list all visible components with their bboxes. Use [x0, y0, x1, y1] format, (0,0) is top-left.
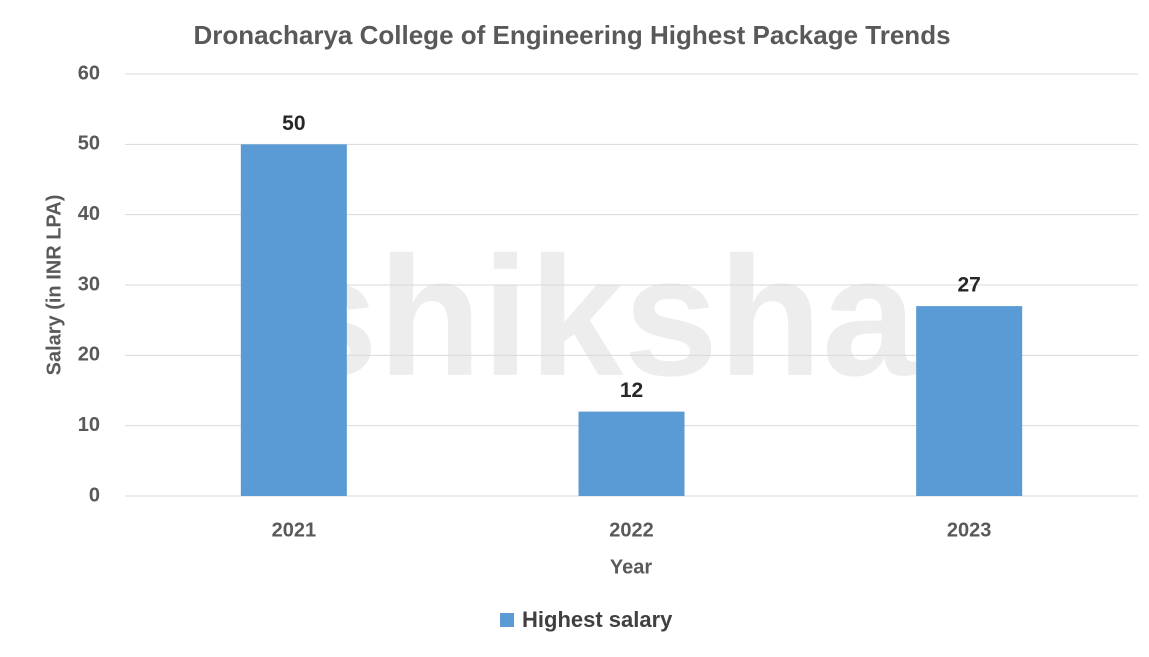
- x-axis-label: Year: [610, 556, 652, 578]
- chart-title: Dronacharya College of Engineering Highe…: [193, 20, 950, 50]
- bar: [578, 411, 685, 496]
- legend-label: Highest salary: [522, 607, 673, 632]
- watermark: shiksha: [283, 222, 918, 412]
- data-label: 27: [957, 274, 980, 297]
- x-tick-label: 2022: [609, 519, 654, 541]
- x-tick-label: 2023: [947, 519, 992, 541]
- y-tick-label: 50: [78, 133, 100, 155]
- legend-swatch: [500, 613, 514, 627]
- data-label: 50: [282, 112, 305, 135]
- x-tick-label: 2021: [272, 519, 317, 541]
- y-tick-label: 0: [89, 484, 100, 506]
- y-tick-label: 20: [78, 344, 100, 366]
- y-tick-label: 10: [78, 414, 100, 436]
- y-tick-label: 30: [78, 273, 100, 295]
- data-label: 12: [620, 379, 643, 402]
- bar: [916, 306, 1023, 496]
- bar: [240, 144, 347, 497]
- y-tick-label: 60: [78, 62, 100, 84]
- y-tick-label: 40: [78, 203, 100, 225]
- y-axis-label: Salary (in INR LPA): [43, 195, 65, 376]
